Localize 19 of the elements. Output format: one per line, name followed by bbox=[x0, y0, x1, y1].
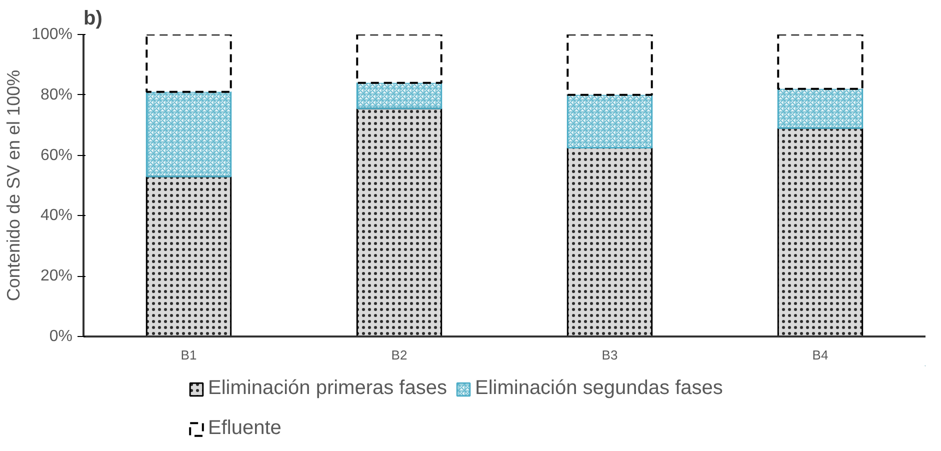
legend-label: Eliminación primeras fases bbox=[208, 377, 447, 400]
bar bbox=[146, 34, 232, 93]
y-tick-label: 80% bbox=[40, 86, 73, 104]
x-tick-label: B3 bbox=[602, 348, 618, 362]
bar bbox=[566, 34, 653, 96]
y-tick-label: 0% bbox=[49, 328, 72, 345]
bar bbox=[356, 34, 442, 84]
y-axis-title: Contenido de SV en el 100% bbox=[4, 70, 24, 302]
x-tick-label: B1 bbox=[180, 348, 197, 362]
legend-label: Efluente bbox=[208, 417, 282, 440]
x-tick-label: B2 bbox=[391, 348, 408, 362]
y-tick-label: 40% bbox=[40, 207, 73, 224]
bar bbox=[777, 34, 864, 90]
chart-title: b) bbox=[84, 8, 102, 30]
y-tick-label: 100% bbox=[32, 26, 72, 43]
y-tick-label: 60% bbox=[40, 146, 73, 164]
y-tick-label: 20% bbox=[40, 268, 73, 285]
x-tick-label: B4 bbox=[812, 348, 828, 362]
legend-label: Eliminación segundas fases bbox=[474, 377, 723, 400]
